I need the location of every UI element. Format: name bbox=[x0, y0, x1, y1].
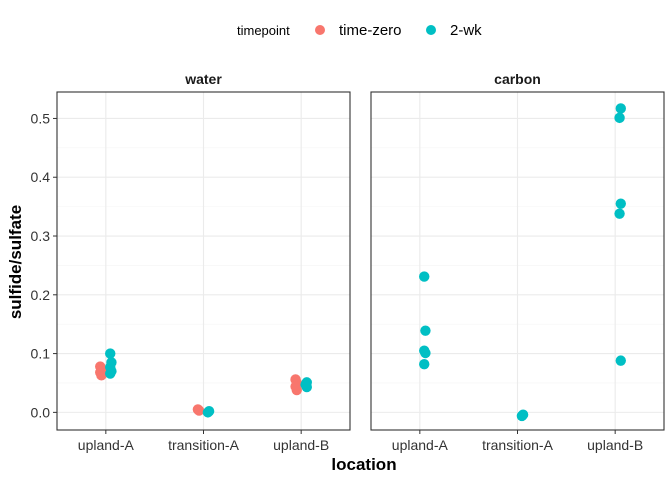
panel-title-water: water bbox=[184, 71, 222, 87]
point-carbon-2-wk bbox=[615, 355, 626, 366]
point-carbon-2-wk bbox=[419, 358, 430, 370]
x-tick-label-upland-b: upland-B bbox=[273, 437, 329, 453]
point-water-2-wk bbox=[105, 348, 116, 359]
point-water-2-wk bbox=[105, 368, 116, 379]
y-axis: 0.0 0.1 0.2 0.3 0.4 0.5 bbox=[31, 110, 57, 420]
panel-title-carbon: carbon bbox=[494, 71, 541, 87]
point-water-time-zero bbox=[291, 384, 302, 396]
x-tick-label-transition-a: transition-A bbox=[482, 437, 553, 453]
x-tick-label-transition-a: transition-A bbox=[168, 437, 239, 453]
y-axis-title: sulfide/sulfate bbox=[6, 205, 25, 319]
x-tick-label-upland-a: upland-A bbox=[78, 437, 135, 453]
legend-label-2-wk: 2-wk bbox=[450, 22, 482, 39]
legend: timepoint time-zero 2-wk bbox=[237, 22, 482, 39]
point-carbon-2-wk bbox=[615, 198, 626, 209]
panel-water: water upland-A transition-A upland-B bbox=[56, 71, 351, 453]
y-tick-label: 0.1 bbox=[31, 346, 51, 362]
y-tick-label: 0.5 bbox=[31, 110, 51, 126]
point-carbon-2-wk bbox=[419, 271, 430, 282]
x-axis-title: location bbox=[331, 455, 396, 474]
point-water-time-zero bbox=[96, 370, 107, 381]
facet-panels: water upland-A transition-A upland-B carbon u… bbox=[56, 71, 665, 453]
y-tick-label: 0.4 bbox=[31, 169, 51, 185]
x-tick-label-upland-a: upland-A bbox=[392, 437, 449, 453]
point-carbon-2-wk bbox=[615, 103, 626, 114]
legend-label-time-zero: time-zero bbox=[339, 22, 402, 39]
y-tick-label: 0.3 bbox=[31, 228, 51, 244]
panel-carbon: carbon upland-A transition-A upland-B bbox=[370, 71, 665, 453]
point-water-time-zero bbox=[193, 405, 205, 416]
y-tick-label: 0.2 bbox=[31, 287, 51, 303]
point-water-2-wk bbox=[301, 381, 312, 393]
point-carbon-2-wk bbox=[420, 325, 431, 336]
legend-key-time-zero bbox=[315, 25, 325, 35]
point-carbon-2-wk bbox=[614, 208, 625, 219]
y-tick-label: 0.0 bbox=[31, 404, 51, 420]
legend-key-2-wk bbox=[426, 25, 436, 35]
point-carbon-2-wk bbox=[516, 410, 528, 422]
point-water-2-wk bbox=[202, 407, 214, 418]
x-tick-label-upland-b: upland-B bbox=[587, 437, 643, 453]
point-carbon-2-wk bbox=[420, 347, 431, 359]
legend-title: timepoint bbox=[237, 23, 290, 38]
point-carbon-2-wk bbox=[614, 112, 625, 124]
